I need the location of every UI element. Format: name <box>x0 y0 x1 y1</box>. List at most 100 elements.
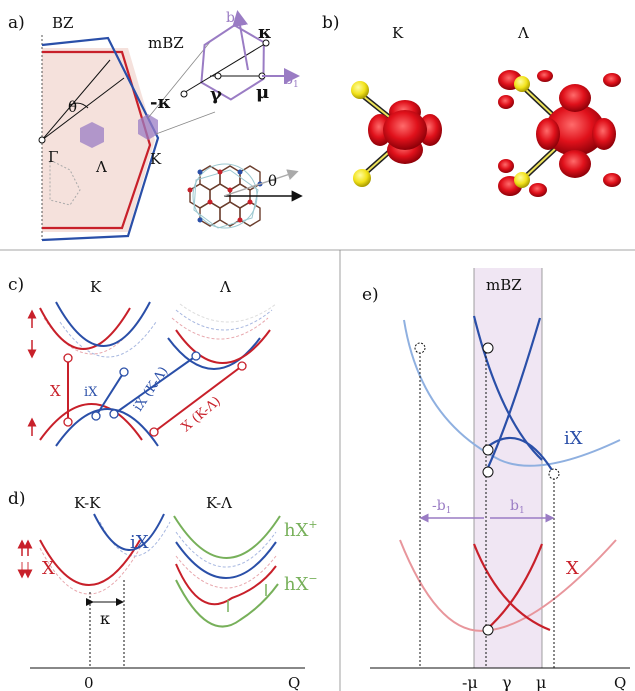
c-k-cond-red <box>39 307 131 350</box>
d-ix-label: iX <box>130 532 149 553</box>
c-k-val-blue <box>55 408 159 447</box>
d-hx-minus-label: hX− <box>284 572 318 595</box>
d-kl-blue <box>175 541 277 579</box>
c-l-dashed-gray <box>179 303 277 323</box>
panel-c: c) K Λ X iX iX (K-Λ <box>8 275 277 447</box>
k-label: K <box>150 150 162 168</box>
gamma-point <box>38 136 46 144</box>
theta-line-1 <box>41 59 111 141</box>
kappa-label: κ <box>258 22 272 43</box>
kappa-point <box>262 39 270 47</box>
panel-e-label: e) <box>362 285 379 305</box>
e-x-branch-2 <box>485 543 544 631</box>
e-ix-label: iX <box>564 428 583 449</box>
d-kappa-label: κ <box>100 609 110 628</box>
e-marker-replica-right <box>548 468 560 480</box>
b1-label: b1 <box>284 72 299 90</box>
e-neg-mu-label: -μ <box>462 673 478 691</box>
lattice-atoms <box>187 169 263 223</box>
d-q-label: Q <box>288 674 300 691</box>
c-l-cond-red <box>175 329 271 364</box>
orbital-k <box>351 81 442 187</box>
c-k-cond-blue <box>55 301 151 347</box>
mbz-label: mBZ <box>148 34 184 52</box>
e-x-label: X <box>566 558 579 579</box>
e-marker-low <box>482 466 494 478</box>
d-kl-green-top <box>173 515 281 559</box>
e-mu-label: μ <box>536 673 546 691</box>
panel-a: a) BZ θ Γ Λ K mBZ κ <box>8 10 303 242</box>
e-gamma-label: γ <box>502 673 512 691</box>
c-ix-kl-label: iX (K-Λ) <box>131 364 172 414</box>
bz-red-hexagon <box>42 50 152 230</box>
e-q-label: Q <box>614 674 626 691</box>
d-zero-label: 0 <box>84 674 94 691</box>
moire-dashed <box>49 159 81 206</box>
neg-kappa-label: -κ <box>150 92 171 113</box>
c-l-dashed-red <box>171 317 269 340</box>
d-kk-label: K-K <box>74 494 101 512</box>
gamma-small-point <box>214 72 222 80</box>
theta-line-2 <box>41 77 125 141</box>
gamma-small-label: γ <box>210 84 222 105</box>
lambda-label: Λ <box>95 158 107 176</box>
d-kk-blue <box>93 513 165 551</box>
d-kl-dashed-red <box>175 555 277 589</box>
e-marker-mid <box>482 444 494 456</box>
panel-d: d) K-K K-Λ iX X κ 0 Q hX+ hX− <box>8 489 318 691</box>
c-k-dashed-blue <box>59 321 157 358</box>
d-kl-red <box>175 563 277 606</box>
mbz-connector-bottom <box>155 111 216 135</box>
c-x-label: X <box>50 382 61 400</box>
c-k-val-red <box>39 403 143 441</box>
e-ix-branch-3 <box>485 436 553 471</box>
theta-arc <box>69 102 89 109</box>
e-marker-x-min <box>482 624 494 636</box>
c-x-kl-transition <box>153 365 243 433</box>
e-ix-outer <box>403 319 621 467</box>
mbz-diagonal <box>181 41 269 95</box>
c-l-dashed-blue <box>175 309 273 331</box>
bz-label: BZ <box>52 14 73 32</box>
c-lambda-label: Λ <box>219 278 231 296</box>
c-ix-label: iX <box>84 385 98 400</box>
b-k-label: K <box>392 24 404 42</box>
panel-e: e) mBZ iX X -b1 b1 -μ γ μ <box>362 268 630 691</box>
e-marker-upper <box>482 342 494 354</box>
e-x-branch-1 <box>472 543 551 632</box>
e-b1-label: b1 <box>510 498 525 516</box>
panel-a-label: a) <box>8 13 25 33</box>
mu-label: μ <box>256 82 269 103</box>
b2-label: b2 <box>226 10 241 28</box>
theta2-label: θ <box>268 172 277 190</box>
lambda-hexagon <box>80 122 104 148</box>
panel-d-label: d) <box>8 489 26 509</box>
c-k-label: K <box>90 278 102 296</box>
d-kk-red <box>39 539 141 586</box>
c-ix-kl-transition <box>113 355 197 415</box>
mbz-connector-top <box>147 41 211 119</box>
c-ix-transition <box>95 371 125 417</box>
e-ix-branch-2 <box>472 315 543 461</box>
d-hx-plus-label: hX+ <box>284 518 318 541</box>
b-lambda-label: Λ <box>517 24 529 42</box>
d-kl-label: K-Λ <box>206 494 232 512</box>
k-hexagon <box>138 114 158 140</box>
d-spin-arrows <box>17 539 33 579</box>
e-neg-b1-label: -b1 <box>432 498 451 516</box>
e-marker-replica-left <box>414 342 426 354</box>
b2-vector <box>232 10 249 71</box>
e-ix-branch-1 <box>485 317 542 473</box>
theta-rot-arrow <box>223 169 299 197</box>
panel-b: b) K Λ <box>322 13 621 197</box>
bz-blue-hexagon <box>41 36 160 242</box>
d-x-label: X <box>42 558 55 579</box>
gamma-big-label: Γ <box>48 148 58 166</box>
c-markers <box>63 351 247 437</box>
d-kk-dashed-red <box>39 547 141 595</box>
c-l-cond-blue <box>167 337 261 370</box>
c-x-kl-label: X (K-Λ) <box>179 394 224 435</box>
panel-c-label: c) <box>8 275 24 295</box>
e-mbz-label: mBZ <box>486 276 522 294</box>
